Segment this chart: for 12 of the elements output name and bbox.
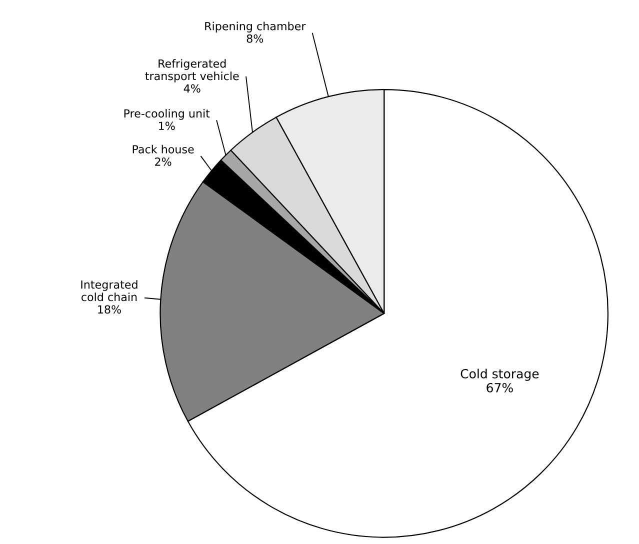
data-label: 2% [155,157,172,166]
data-label: 1% [159,122,175,130]
data-label: 4% [184,84,200,93]
data-label: 8% [246,34,264,43]
slice-label: Pre-cooling unit [124,109,210,120]
slice-label: Refrigerated transport vehicle [145,59,239,82]
slice-label: Integrated cold chain [81,280,138,302]
slice-label: Pack house [132,144,194,154]
data-label: 18% [98,305,121,314]
slice-label: Cold storage [460,368,539,381]
data-label: 67% [486,382,513,392]
slice-label: Ripening chamber [205,22,306,32]
